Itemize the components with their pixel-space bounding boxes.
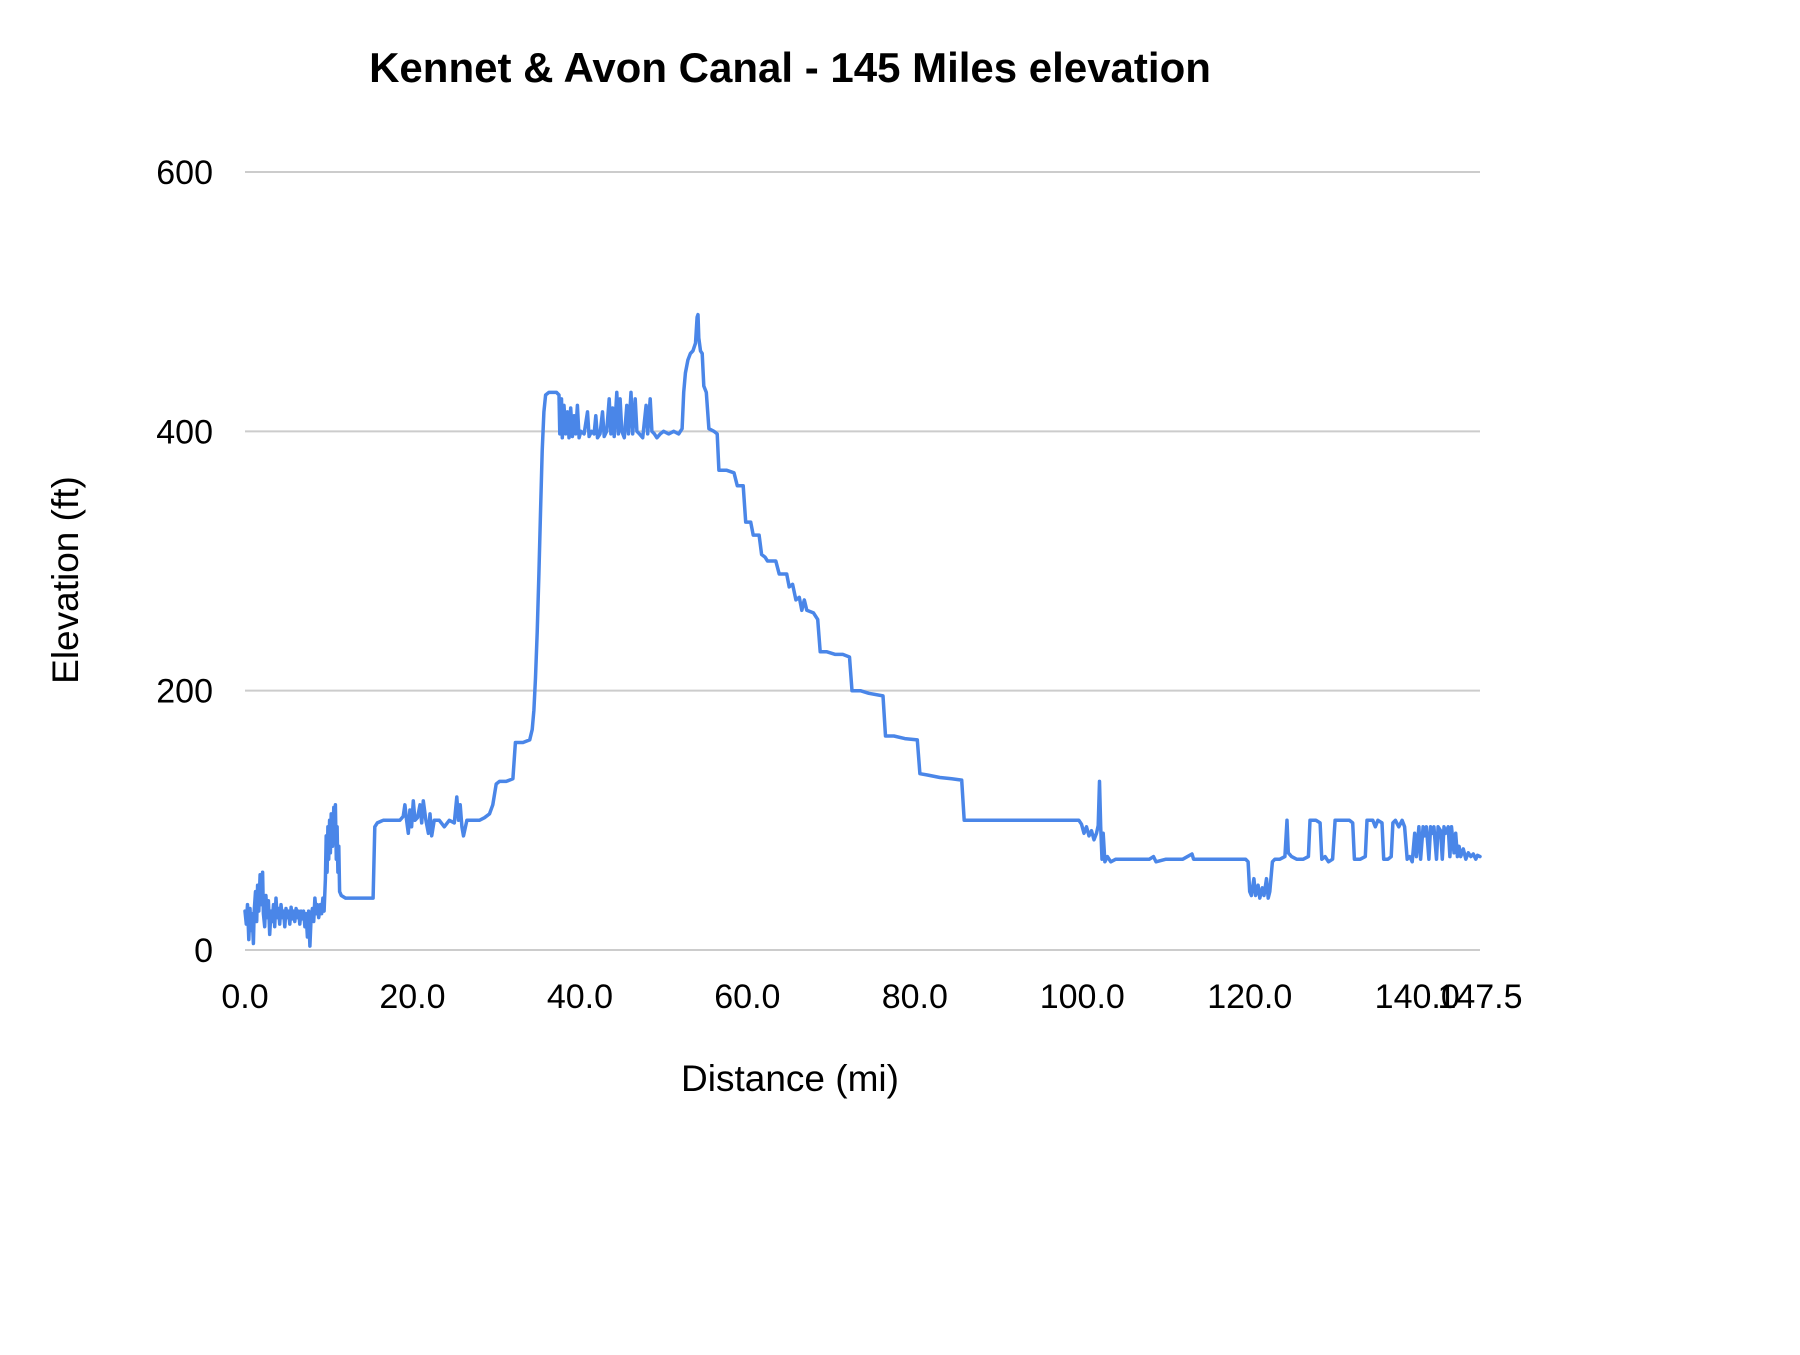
- x-tick-label: 80.0: [882, 978, 948, 1016]
- elevation-series-line: [243, 312, 1482, 948]
- y-axis-title: Elevation (ft): [45, 476, 86, 684]
- y-tick-label: 0: [194, 932, 213, 970]
- x-tick-label: 140.0: [1375, 978, 1460, 1016]
- x-tick-label: 0.0: [221, 978, 268, 1016]
- chart-title: Kennet & Avon Canal - 145 Miles elevatio…: [369, 44, 1211, 91]
- x-tick-label: 60.0: [714, 978, 780, 1016]
- x-tick-label: 147.5: [1437, 978, 1522, 1016]
- x-axis-title: Distance (mi): [681, 1058, 899, 1099]
- x-tick-label: 40.0: [547, 978, 613, 1016]
- x-tick-label: 20.0: [379, 978, 445, 1016]
- x-tick-label: 120.0: [1207, 978, 1292, 1016]
- y-tick-label: 400: [156, 413, 213, 451]
- y-tick-label: 600: [156, 154, 213, 192]
- x-tick-label: 100.0: [1040, 978, 1125, 1016]
- y-tick-label: 200: [156, 673, 213, 711]
